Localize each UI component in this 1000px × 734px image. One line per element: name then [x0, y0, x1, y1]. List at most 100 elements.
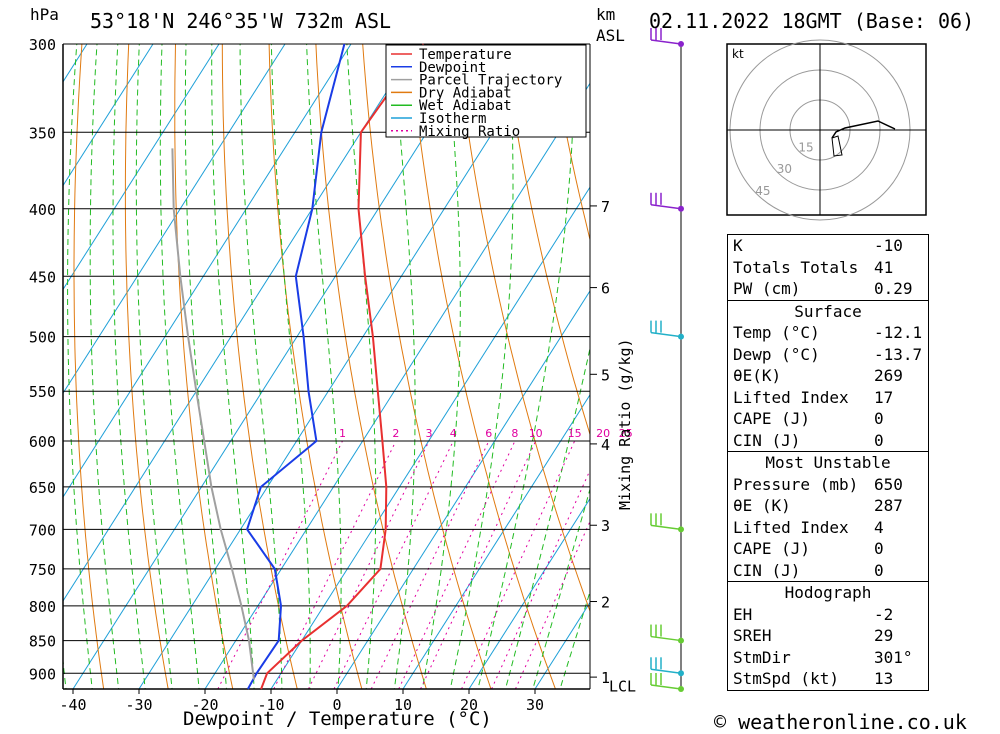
wet-adiabat-line [136, 5, 176, 734]
hodograph-ring-label: 45 [755, 184, 770, 198]
parcel-trajectory-line [172, 148, 254, 679]
wet-adiabat-line [212, 5, 256, 734]
index-value: -13.7 [874, 344, 922, 366]
km-unit-label: km [596, 5, 615, 24]
index-value: 0.29 [874, 278, 913, 300]
mixing-ratio-line [308, 441, 429, 689]
index-label: Lifted Index [733, 517, 849, 539]
legend-entry-label: Mixing Ratio [419, 124, 520, 140]
hodograph-ring-label: 15 [798, 141, 813, 155]
index-row: StmSpd (kt)13 [728, 668, 928, 690]
copyright-footer: © weatheronline.co.uk [714, 710, 967, 734]
wind-barb-shaft [651, 525, 681, 529]
index-row: EH-2 [728, 604, 928, 626]
mixing-ratio-label: 1 [339, 427, 346, 440]
index-label: Lifted Index [733, 387, 849, 409]
index-row: θE(K) 269 [728, 365, 928, 387]
dry-adiabat-line [125, 5, 176, 734]
section-title: Hodograph [728, 582, 928, 604]
index-label: EH [733, 604, 752, 626]
index-value: -12.1 [874, 322, 922, 344]
index-row: Pressure (mb) 650 [728, 474, 928, 496]
location-title: 53°18'N 246°35'W 732m ASL [90, 9, 391, 33]
mixing-ratio-label: 10 [529, 427, 543, 440]
dry-adiabat-line [268, 5, 374, 734]
isotherm-line [139, 44, 549, 689]
height-tick-label: 2 [601, 594, 610, 612]
pressure-tick-label: 500 [29, 329, 56, 347]
index-value: 287 [874, 495, 903, 517]
wind-barb-icon [651, 657, 681, 673]
index-label: θE (K) [733, 495, 791, 517]
index-row: Lifted Index 4 [728, 517, 928, 539]
wind-barb-shaft [651, 205, 681, 209]
mixing-ratio-label: 6 [485, 427, 492, 440]
surface-section: Surface Temp (°C)-12.1 Dewp (°C)-13.7 θE… [728, 300, 928, 452]
index-label: K [733, 235, 743, 257]
dry-adiabat-line [74, 5, 111, 734]
mixing-ratio-label: 4 [450, 427, 457, 440]
dry-adiabat-line [21, 5, 45, 734]
index-value: 301° [874, 647, 913, 669]
index-value: 41 [874, 257, 893, 279]
index-label: CAPE (J) [733, 538, 810, 560]
pressure-tick-label: 550 [29, 383, 56, 401]
x-tick-label: -40 [59, 696, 86, 714]
wet-adiabat-line [160, 5, 203, 734]
mixing-ratio-label: 15 [568, 427, 582, 440]
mixing-ratio-line [515, 441, 625, 689]
wind-barb-icon [651, 321, 681, 337]
x-tick-label: -30 [125, 696, 152, 714]
mixing-ratio-label: 3 [425, 427, 432, 440]
pressure-tick-label: 800 [29, 598, 56, 616]
index-label: CIN (J) [733, 430, 800, 452]
wind-barb-shaft [651, 669, 681, 673]
height-tick-label: 5 [601, 366, 610, 384]
index-row: K-10 [728, 235, 928, 257]
isotherm-line [7, 44, 417, 689]
dry-adiabat-line [957, 5, 1000, 734]
index-label: Totals Totals [733, 257, 858, 279]
isotherm-line [0, 44, 21, 689]
datetime-title: 02.11.2022 18GMT (Base: 06) [649, 9, 974, 33]
height-tick-label: 3 [601, 517, 610, 535]
index-value: 0 [874, 560, 884, 582]
x-axis-label: Dewpoint / Temperature (°C) [183, 708, 492, 730]
index-value: 650 [874, 474, 903, 496]
pressure-tick-label: 600 [29, 433, 56, 451]
index-label: Temp (°C) [733, 322, 820, 344]
height-tick-label: 7 [601, 198, 610, 216]
mixing-ratio-line [274, 441, 396, 689]
mixing-ratio-axis-label: Mixing Ratio (g/kg) [616, 338, 634, 510]
pressure-tick-label: 300 [29, 36, 56, 54]
index-row: θE (K) 287 [728, 495, 928, 517]
index-label: Pressure (mb) [733, 474, 858, 496]
hodograph-unit-label: kt [732, 47, 744, 61]
lcl-label: LCL [609, 678, 636, 696]
index-value: 269 [874, 365, 903, 387]
index-value: 4 [874, 517, 884, 539]
index-value: 29 [874, 625, 893, 647]
index-value: 0 [874, 538, 884, 560]
index-value: 0 [874, 408, 884, 430]
section-title: Most Unstable [728, 452, 928, 474]
index-row: CAPE (J) 0 [728, 538, 928, 560]
x-tick-label: 30 [526, 696, 544, 714]
asl-unit-label: ASL [596, 26, 625, 45]
index-label: StmSpd (kt) [733, 668, 839, 690]
wind-barb-shaft [651, 637, 681, 641]
wet-adiabat-line [23, 5, 45, 734]
pressure-tick-label: 650 [29, 479, 56, 497]
index-label: StmDir [733, 647, 791, 669]
wind-barb-icon [651, 673, 681, 689]
mixing-ratio-label: 8 [511, 427, 518, 440]
index-row: CIN (J)0 [728, 430, 928, 452]
mixing-ratio-label: 2 [392, 427, 399, 440]
height-tick-label: 6 [601, 280, 610, 298]
index-label: θE(K) [733, 365, 781, 387]
